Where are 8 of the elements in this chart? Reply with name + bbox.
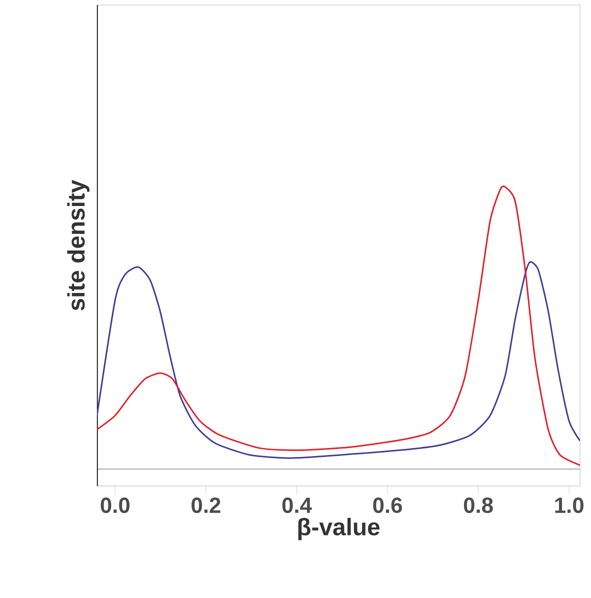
x-axis-title: β-value [298, 518, 380, 540]
y-axis-title: site density [67, 180, 90, 310]
x-tick-label: 0.8 [464, 498, 493, 514]
x-tick-label: 0.4 [282, 498, 312, 514]
x-tick-label: 1.0 [555, 498, 584, 514]
x-tick-label: 0.2 [192, 498, 220, 514]
x-tick-label: 0.6 [373, 498, 402, 514]
x-tick-label: 0.0 [100, 498, 130, 514]
